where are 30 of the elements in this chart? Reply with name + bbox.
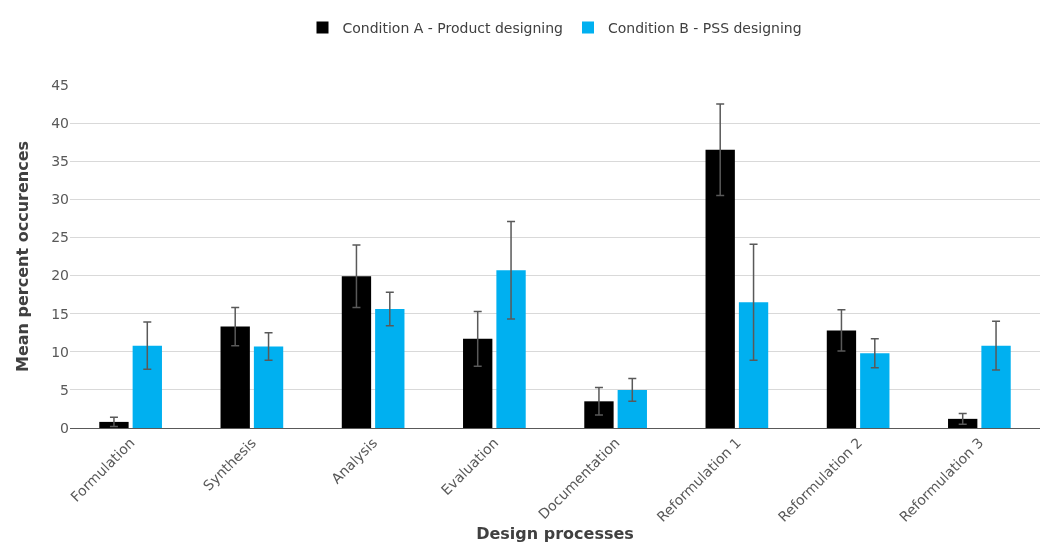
y-tick-label: 40: [51, 115, 69, 132]
bar: [341, 276, 372, 428]
legend-label: Condition A - Product designing: [342, 19, 563, 36]
x-axis-title: Design processes: [476, 524, 634, 544]
bar: [738, 302, 769, 428]
bar: [463, 338, 493, 428]
bar: [705, 149, 735, 428]
bar: [584, 401, 614, 428]
y-tick-label: 0: [60, 419, 69, 436]
bar: [99, 421, 129, 428]
bar: [617, 389, 647, 428]
bar: [981, 345, 1011, 428]
y-tick-label: 35: [51, 153, 69, 170]
bar: [496, 270, 526, 428]
y-tick-label: 10: [51, 343, 69, 360]
y-axis-title: Mean percent occurences: [13, 140, 32, 373]
y-tick-label: 30: [51, 191, 69, 208]
y-tick-label: 25: [51, 229, 69, 246]
y-tick-label: 45: [51, 76, 69, 93]
y-tick-label: 15: [51, 305, 69, 322]
bar: [253, 346, 284, 428]
y-tick-label: 5: [60, 381, 69, 398]
bar: [375, 309, 405, 428]
bar: [826, 330, 857, 428]
bar: [132, 345, 162, 428]
legend-label: Condition B - PSS designing: [608, 19, 802, 36]
bar: [860, 353, 890, 428]
bar: [948, 418, 978, 428]
bar: [220, 326, 250, 428]
y-tick-label: 20: [51, 267, 69, 284]
